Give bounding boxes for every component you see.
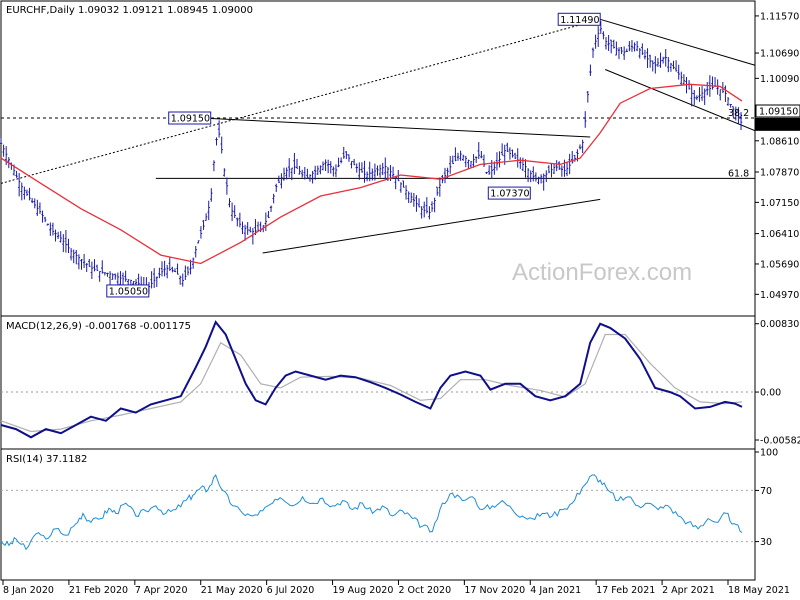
rsi-layer: 100 70 30: [0, 448, 778, 551]
fib-level-label: 61.8: [728, 168, 749, 179]
dotted-trendline: [0, 18, 601, 184]
trendline: [200, 117, 591, 138]
x-axis-label: 6 Jul 2020: [267, 585, 315, 596]
price-y-tick-label: 1.05690: [760, 259, 799, 270]
macd-y-tick-label: -0.005828: [760, 436, 800, 447]
price-label-box: [168, 111, 212, 125]
rsi-y-tick-label: 70: [760, 486, 772, 497]
rsi-panel: [0, 448, 756, 581]
macd-y-tick-label: 0.00: [760, 388, 781, 399]
trendline: [262, 198, 601, 254]
macd-line: [0, 320, 743, 439]
price-label-box: [557, 12, 601, 26]
price-label-text: 1.11490: [560, 15, 599, 26]
x-axis-label: 17 Feb 2021: [596, 585, 655, 596]
price-label-text: 1.07370: [490, 189, 529, 200]
price-y-tick-label: 1.07870: [760, 167, 799, 178]
current-price-tag-text: 1.09150: [759, 107, 798, 118]
price-chart-title: EURCHF,Daily 1.09032 1.09121 1.08945 1.0…: [6, 5, 253, 16]
rsi-title: RSI(14) 37.1182: [6, 454, 87, 465]
price-label-text: 1.05050: [109, 286, 148, 297]
x-axis-label: 17 Nov 2020: [464, 585, 525, 596]
x-axis-label: 2 Apr 2021: [662, 585, 715, 596]
x-axis-label: 7 Apr 2020: [135, 585, 188, 596]
price-label-box: [487, 186, 531, 200]
price-y-tick-label: 1.04970: [760, 290, 799, 301]
x-axis-label: 4 Jan 2021: [530, 585, 581, 596]
price-y-tick-label: 1.10690: [760, 49, 799, 60]
trendline: [605, 69, 756, 132]
trendline: [600, 18, 756, 66]
x-axis-label: 21 Feb 2020: [69, 585, 128, 596]
macd-y-tick-label: 0.008307: [760, 319, 800, 330]
x-axis-label: 21 May 2020: [201, 585, 263, 596]
watermark: ActionForex.com: [512, 259, 692, 286]
price-layer: 1.115701.106901.100901.093501.086101.078…: [0, 11, 800, 301]
price-y-tick-label: 1.08610: [760, 136, 799, 147]
current-price-tag: [755, 104, 800, 118]
fib-level-label: 38.2: [728, 108, 749, 119]
x-axis-label: 8 Jan 2020: [3, 585, 54, 596]
price-y-tick-label: 1.10090: [760, 74, 799, 85]
x-axis-label: 2 Oct 2020: [398, 585, 451, 596]
macd-title: MACD(12,26,9) -0.001768 -0.001175: [6, 321, 191, 332]
current-price-tag: [755, 117, 800, 131]
price-y-tick-label: 1.06410: [760, 229, 799, 240]
price-label-text: 1.09150: [171, 114, 210, 125]
rsi-line: [0, 474, 743, 551]
rsi-y-tick-label: 100: [760, 448, 778, 459]
macd-signal-line: [0, 333, 743, 433]
price-y-tick-label: 1.11570: [760, 11, 799, 22]
macd-layer: 0.008307 0.00 -0.005828: [0, 319, 800, 447]
x-axis-label: 19 Aug 2020: [333, 585, 394, 596]
current-price-tag-text: 1.09000: [759, 120, 798, 131]
price-label-box: [106, 284, 150, 298]
moving-average-line: [0, 83, 743, 265]
axis-layer: 8 Jan 2020 21 Feb 2020 7 Apr 2020 21 May 20…: [2, 580, 790, 596]
rsi-y-tick-label: 30: [760, 537, 772, 548]
price-y-tick-label: 1.07150: [760, 198, 799, 209]
x-axis-label: 18 May 2021: [728, 585, 790, 596]
